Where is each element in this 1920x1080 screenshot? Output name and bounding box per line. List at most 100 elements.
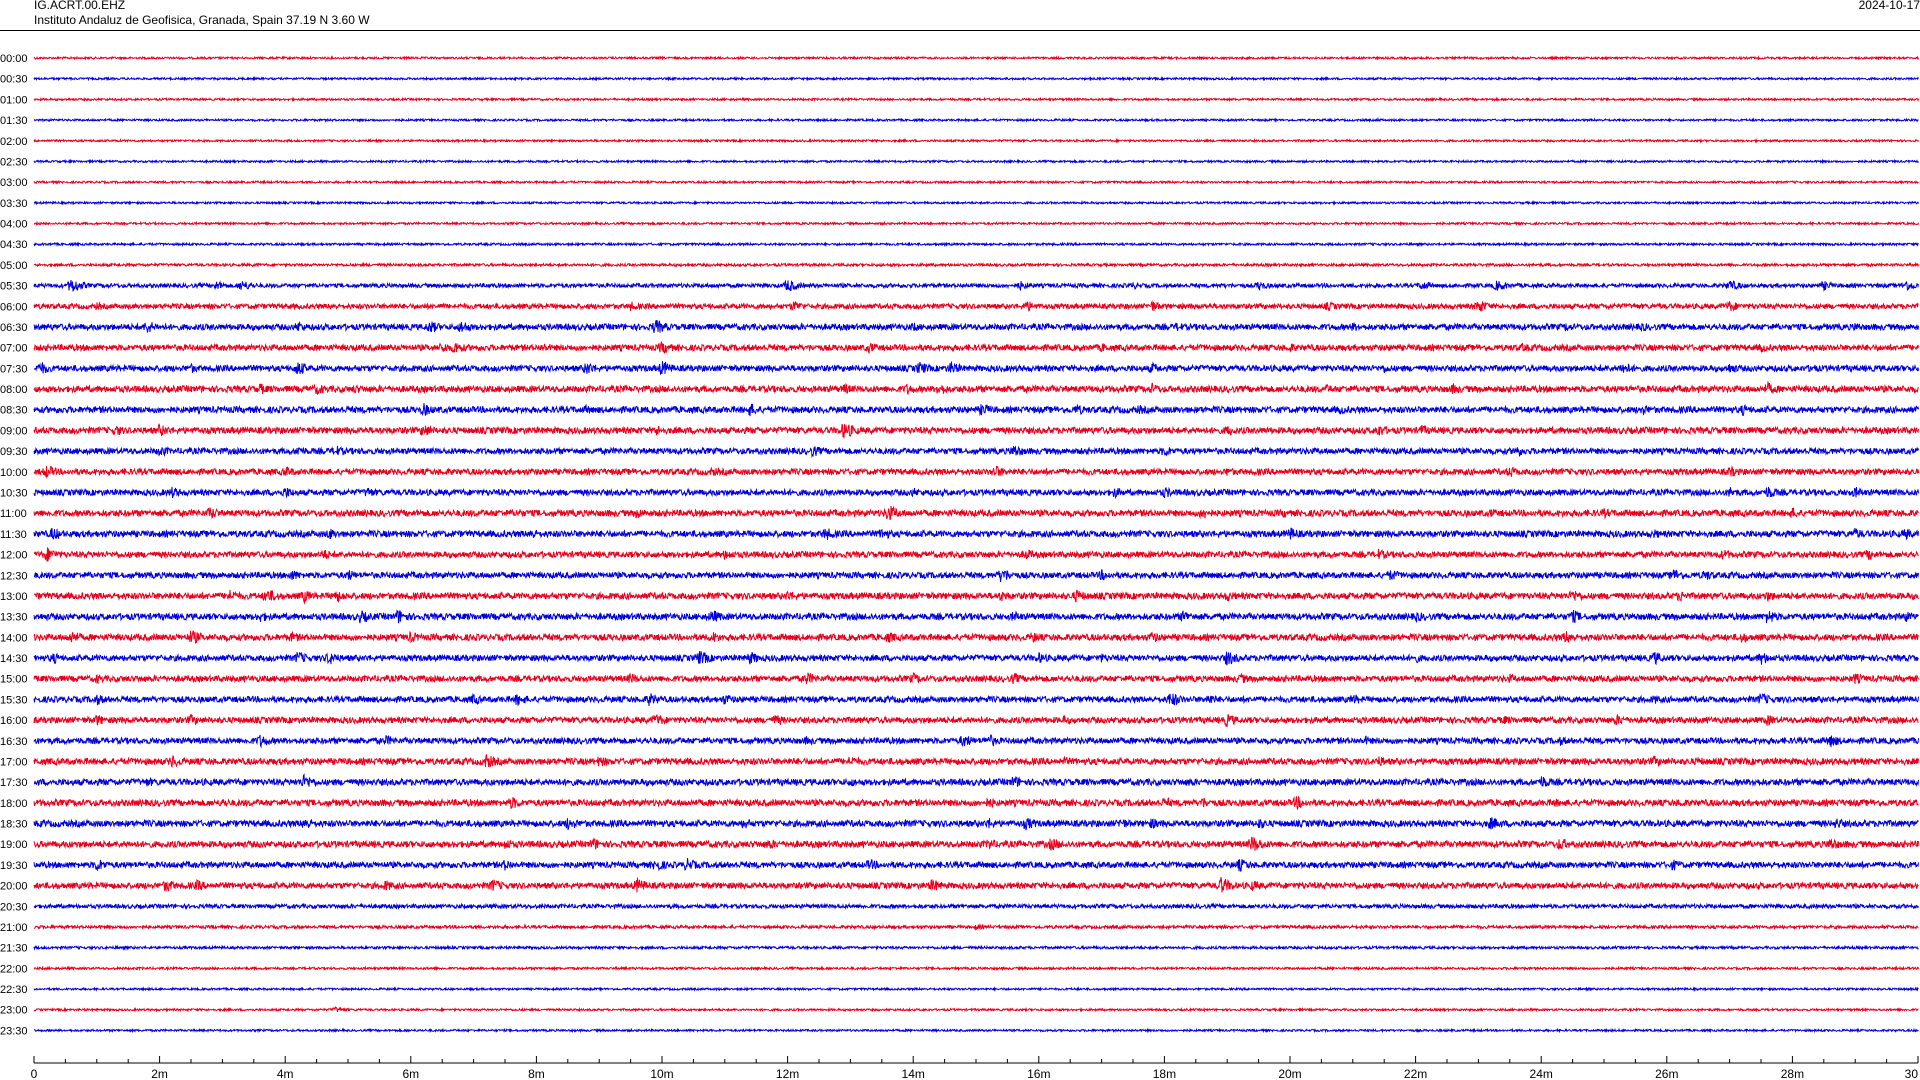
time-label: 10:00	[0, 467, 28, 479]
time-label: 18:00	[0, 798, 28, 810]
trace-row-0330	[33, 199, 1919, 206]
trace-row-2230	[33, 986, 1919, 992]
time-label: 08:00	[0, 384, 28, 396]
trace-row-0130	[33, 116, 1919, 124]
x-tick-label: 26m	[1655, 1067, 1678, 1080]
x-tick-label: 10m	[650, 1067, 673, 1080]
time-label: 23:00	[0, 1005, 28, 1017]
trace-row-1300	[33, 589, 1919, 605]
trace-row-1030	[33, 486, 1919, 500]
time-label: 07:30	[0, 363, 28, 375]
x-tick-label: 20m	[1278, 1067, 1301, 1080]
x-axis: 0 2m 4m 6m 8m 10m 12m 14m 16m 18m 20m 22m 24m 26m 28m 3…	[31, 1056, 1919, 1080]
time-label: 12:00	[0, 550, 28, 562]
time-label: 04:00	[0, 219, 28, 231]
trace-row-0800	[33, 380, 1919, 396]
time-label: 13:00	[0, 591, 28, 603]
time-label: 22:30	[0, 984, 28, 996]
trace-row-1700	[33, 754, 1919, 768]
time-label: 17:30	[0, 777, 28, 789]
trace-row-1130	[33, 527, 1919, 541]
time-label: 00:00	[0, 53, 28, 65]
x-tick-label: 8m	[528, 1067, 545, 1080]
station-description: Instituto Andaluz de Geofisica, Granada,…	[34, 13, 370, 27]
station-code: IG.ACRT.00.EHZ	[34, 0, 126, 12]
time-label: 16:30	[0, 736, 28, 748]
time-label: 03:30	[0, 198, 28, 210]
time-label: 15:30	[0, 694, 28, 706]
time-label: 01:00	[0, 94, 28, 106]
trace-row-1600	[33, 713, 1919, 728]
x-tick-label: 12m	[776, 1067, 799, 1080]
trace-group	[33, 55, 1919, 1034]
x-tick-label: 2m	[151, 1067, 168, 1080]
time-label: 02:30	[0, 156, 28, 168]
trace-row-2100	[33, 923, 1919, 931]
trace-row-0400	[33, 220, 1919, 227]
trace-row-1930	[33, 858, 1919, 872]
x-tick-label: 16m	[1027, 1067, 1050, 1080]
time-label: 02:00	[0, 136, 28, 148]
trace-row-0230	[33, 158, 1919, 165]
x-tick-label: 22m	[1404, 1067, 1427, 1080]
time-label: 05:00	[0, 260, 28, 272]
trace-row-1330	[33, 609, 1919, 624]
trace-row-0030	[33, 75, 1919, 82]
trace-row-2000	[33, 877, 1919, 893]
header-divider	[0, 30, 1920, 31]
trace-row-1830	[33, 817, 1919, 831]
trace-row-0100	[33, 96, 1919, 103]
time-label: 01:30	[0, 115, 28, 127]
time-label: 09:00	[0, 425, 28, 437]
trace-row-0900	[33, 422, 1919, 439]
trace-row-1800	[33, 795, 1919, 811]
record-date: 2024-10-17	[1858, 0, 1920, 12]
trace-row-0700	[33, 341, 1919, 354]
time-label: 11:00	[0, 508, 27, 520]
time-label: 14:00	[0, 632, 28, 644]
trace-row-0730	[33, 361, 1919, 376]
time-label: 03:00	[0, 177, 28, 189]
trace-row-0630	[33, 319, 1919, 333]
trace-row-2030	[33, 902, 1919, 911]
trace-row-0530	[33, 279, 1919, 292]
trace-row-2200	[33, 965, 1919, 972]
time-label: 21:30	[0, 943, 28, 955]
trace-row-0000	[33, 55, 1919, 61]
time-label: 10:30	[0, 487, 28, 499]
trace-row-1630	[33, 734, 1919, 749]
time-label: 00:30	[0, 74, 28, 86]
time-label: 15:00	[0, 674, 28, 686]
trace-row-0500	[33, 261, 1919, 269]
x-tick-label: 4m	[277, 1067, 294, 1080]
x-tick-label: 0	[31, 1067, 38, 1080]
trace-row-0600	[33, 300, 1919, 313]
trace-row-1430	[33, 651, 1919, 666]
x-tick-label: 18m	[1153, 1067, 1176, 1080]
trace-row-2130	[33, 944, 1919, 951]
trace-row-0200	[33, 137, 1919, 144]
time-label: 22:00	[0, 963, 28, 975]
x-tick-label: 30	[1905, 1067, 1919, 1080]
x-tick-label: 28m	[1781, 1067, 1804, 1080]
x-tick-label: 6m	[402, 1067, 419, 1080]
time-label: 08:30	[0, 405, 28, 417]
x-tick-label: 24m	[1530, 1067, 1553, 1080]
time-label: 12:30	[0, 570, 28, 582]
trace-row-1500	[33, 671, 1919, 685]
time-label: 21:00	[0, 922, 28, 934]
time-label: 19:00	[0, 839, 28, 851]
x-tick-label: 14m	[902, 1067, 925, 1080]
trace-row-1000	[33, 464, 1919, 479]
time-label: 23:30	[0, 1025, 28, 1037]
time-label: 09:30	[0, 446, 28, 458]
time-label: 16:00	[0, 715, 28, 727]
time-label: 18:30	[0, 819, 28, 831]
trace-row-0930	[33, 445, 1919, 459]
time-label: 17:00	[0, 756, 28, 768]
time-label: 07:00	[0, 343, 28, 355]
trace-row-2300	[33, 1006, 1919, 1013]
trace-row-1100	[33, 505, 1919, 521]
time-label: 11:30	[0, 529, 27, 541]
time-label: 06:00	[0, 301, 28, 313]
